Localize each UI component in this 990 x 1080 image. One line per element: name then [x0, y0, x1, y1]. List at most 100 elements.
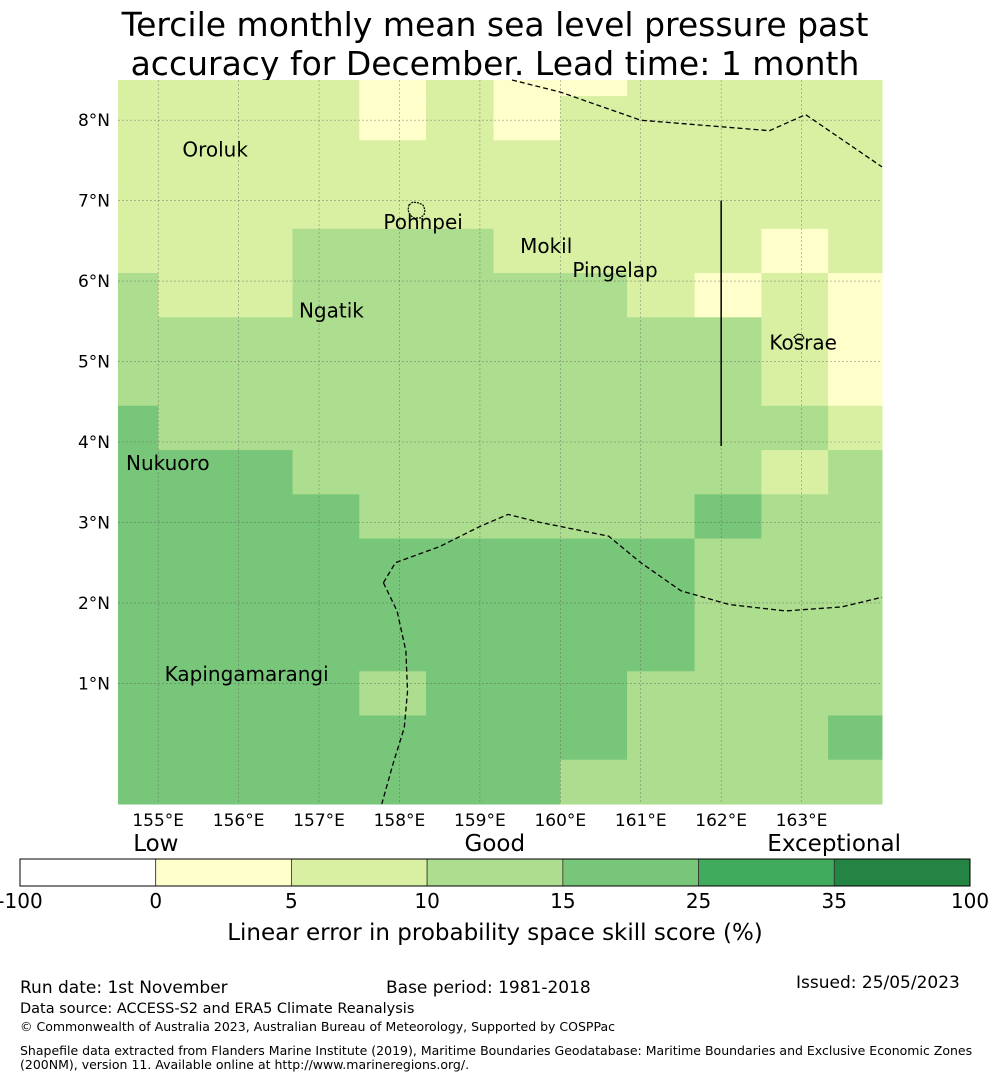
colorbar-swatch [19, 858, 157, 887]
skill-cell [359, 627, 427, 672]
colorbar-category-label: Good [464, 831, 526, 857]
skill-cell [694, 715, 762, 761]
skill-cell [694, 96, 762, 141]
skill-cell [560, 582, 628, 628]
skill-cell [627, 361, 696, 407]
skill-cell [694, 184, 762, 230]
skill-cell [761, 538, 829, 584]
skill-cell [761, 405, 829, 451]
skill-cell [560, 405, 628, 451]
skill-cell [292, 317, 360, 363]
skill-cell [292, 80, 360, 97]
skill-cell [493, 582, 561, 628]
skill-cell [761, 582, 829, 628]
skill-cell [238, 582, 294, 628]
skill-cell [493, 96, 561, 141]
skill-cell [560, 273, 628, 318]
skill-cell [158, 317, 240, 363]
skill-cell [359, 538, 427, 584]
skill-cell [426, 184, 495, 230]
skill-cell [359, 715, 427, 761]
skill-cell [627, 450, 696, 495]
skill-cell [359, 450, 427, 495]
skill-cell [493, 273, 561, 318]
skill-cell [118, 450, 159, 495]
skill-cell [426, 582, 495, 628]
skill-cell [292, 140, 360, 186]
kosrae-island [793, 333, 805, 341]
skill-cell [560, 96, 628, 141]
skill-cell [238, 627, 294, 672]
skill-cell [158, 627, 240, 672]
skill-cell [493, 715, 561, 761]
colorbar-swatch [291, 858, 428, 887]
skill-cell [426, 140, 495, 186]
skill-cell [238, 273, 294, 318]
skill-cell [828, 671, 883, 717]
skill-cell [292, 273, 360, 318]
skill-cell [828, 273, 883, 318]
skill-cell [694, 405, 762, 451]
latitude-tick-label: 8°N [78, 111, 110, 131]
skill-cell [493, 759, 561, 805]
skill-cell [493, 494, 561, 540]
skill-cell [560, 140, 628, 186]
skill-cell [359, 80, 427, 97]
colorbar-swatch [698, 858, 835, 887]
skill-cell [292, 627, 360, 672]
skill-cell [238, 140, 294, 186]
latitude-axis: 1°N 2°N 3°N 4°N 5°N 6°N 7°N 8°N [78, 111, 110, 694]
title-line-1: Tercile monthly mean sea level pressure … [121, 5, 869, 44]
longitude-axis: 155°E 156°E 157°E 158°E 159°E 160°E 161°E 162°E… [132, 811, 827, 831]
colorbar-tick-label: 25 [685, 889, 712, 913]
skill-cell [118, 96, 159, 141]
colorbar-tick-label: 0 [149, 889, 163, 913]
skill-cell [627, 228, 696, 274]
skill-cell [238, 450, 294, 495]
skill-cell [426, 405, 495, 451]
skill-cell [359, 405, 427, 451]
colorbar-category-label: Low [133, 831, 179, 857]
skill-cell [761, 361, 829, 407]
skill-cell [118, 317, 159, 363]
skill-cell [238, 361, 294, 407]
skill-cell [761, 96, 829, 141]
colorbar-tick-label: 5 [285, 889, 298, 913]
skill-cell [761, 140, 829, 186]
skill-cell [292, 494, 360, 540]
skill-cell [627, 140, 696, 186]
skill-cell [158, 405, 240, 451]
skill-cell [292, 759, 360, 805]
skill-cell [560, 184, 628, 230]
latitude-tick-label: 7°N [78, 192, 110, 212]
skill-cell [426, 317, 495, 363]
skill-cell [158, 361, 240, 407]
colorbar-tick-label: -100 [0, 889, 43, 913]
skill-cell [761, 494, 829, 540]
skill-cell [292, 538, 360, 584]
shapefile-credit-1: Shapefile data extracted from Flanders M… [20, 1043, 973, 1058]
skill-cell [158, 273, 240, 318]
skill-cell [118, 361, 159, 407]
skill-cell [493, 671, 561, 717]
skill-cell [761, 80, 829, 97]
skill-cell [118, 184, 159, 230]
skill-cell [359, 228, 427, 274]
longitude-tick-label: 159°E [454, 811, 506, 831]
skill-cell [761, 715, 829, 761]
skill-cell [560, 228, 628, 274]
skill-cell [158, 759, 240, 805]
skill-cell [118, 405, 159, 451]
skill-cell [493, 80, 561, 97]
skill-cell [292, 450, 360, 495]
skill-cell [694, 538, 762, 584]
skill-cell [359, 96, 427, 141]
skill-cell [158, 140, 240, 186]
skill-cell [493, 627, 561, 672]
skill-cell [694, 627, 762, 672]
place-label: Mokil [520, 234, 572, 258]
skill-cell [627, 759, 696, 805]
latitude-tick-label: 3°N [78, 513, 110, 533]
skill-cell [493, 317, 561, 363]
skill-cell [238, 671, 294, 717]
